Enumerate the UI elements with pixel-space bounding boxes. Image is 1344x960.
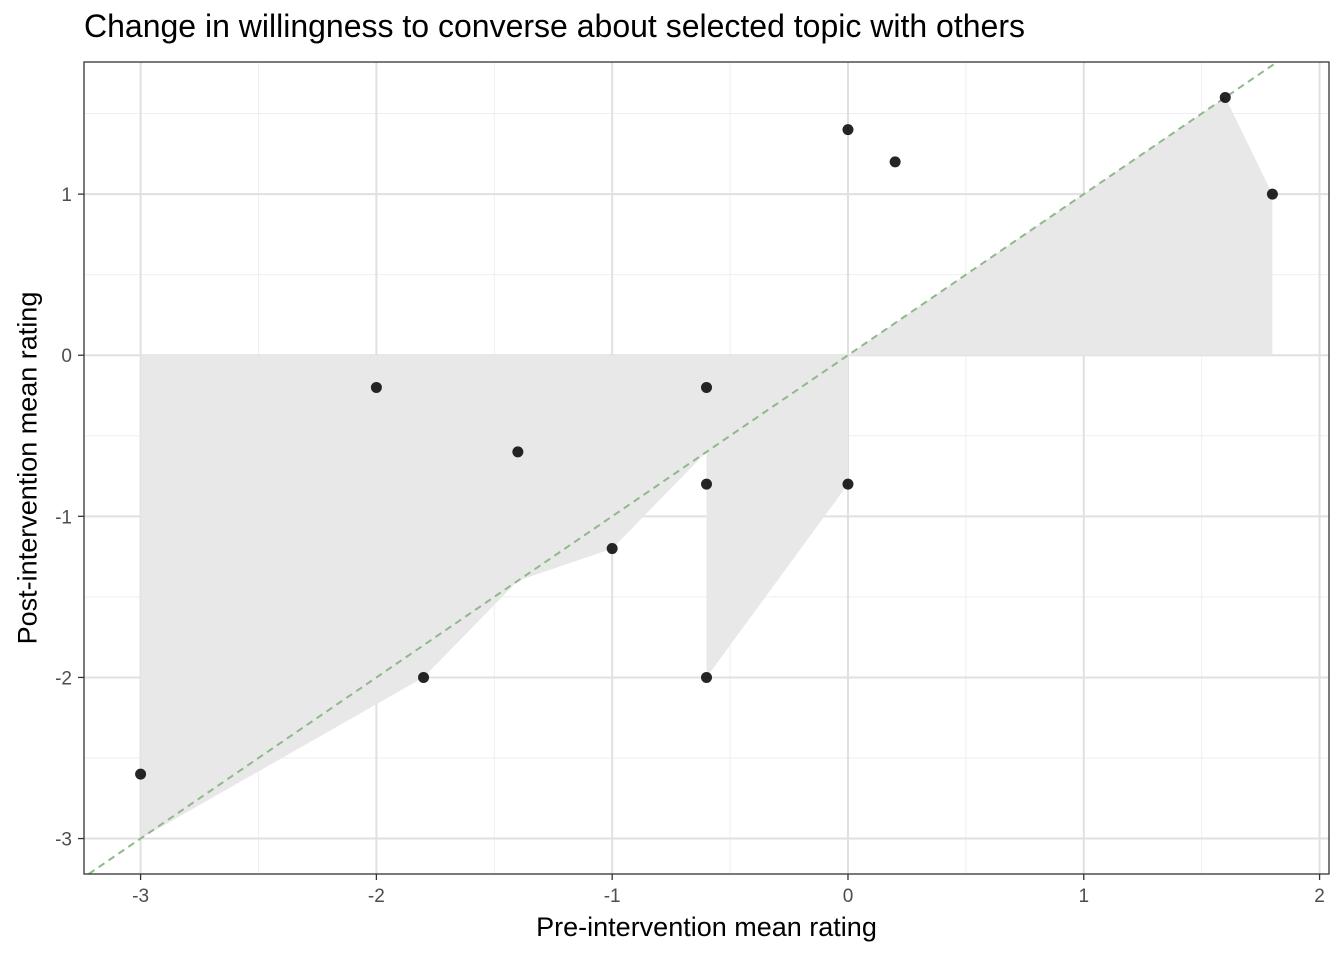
data-point (701, 478, 712, 490)
x-tick-label: -2 (368, 886, 385, 907)
data-point (889, 156, 901, 168)
chart-title: Change in willingness to converse about … (84, 8, 1025, 44)
data-point (1219, 91, 1231, 103)
x-tick-label: 2 (1314, 886, 1325, 907)
data-point (135, 768, 147, 780)
y-tick-label: -1 (55, 507, 72, 528)
data-point (512, 446, 524, 458)
y-tick-label: 0 (61, 346, 72, 367)
panel-border (83, 61, 1330, 875)
data-point (701, 671, 712, 683)
x-tick-label: -3 (132, 886, 149, 907)
data-point (1266, 188, 1278, 200)
shaded-ribbon (140, 97, 1273, 839)
data-point (701, 381, 712, 393)
data-point (842, 478, 854, 490)
points-layer (135, 91, 1278, 780)
data-point (418, 671, 430, 683)
x-tick-label: 1 (1078, 886, 1089, 907)
x-tick-label: 0 (843, 886, 854, 907)
y-tick-label: -3 (55, 830, 72, 851)
y-axis-ticks: -3 -2 -1 0 1 (55, 185, 84, 851)
y-axis-label: Post-intervention mean rating (12, 291, 43, 645)
x-axis-ticks: -3 -2 -1 0 1 2 (132, 874, 1325, 907)
x-tick-label: -1 (604, 886, 621, 907)
y-tick-label: 1 (61, 185, 72, 206)
data-point (842, 124, 854, 136)
data-point (606, 543, 618, 555)
data-point (370, 381, 382, 393)
x-axis-label: Pre-intervention mean rating (536, 912, 877, 942)
y-tick-label: -2 (55, 668, 72, 689)
ribbon-layer (140, 97, 1273, 839)
